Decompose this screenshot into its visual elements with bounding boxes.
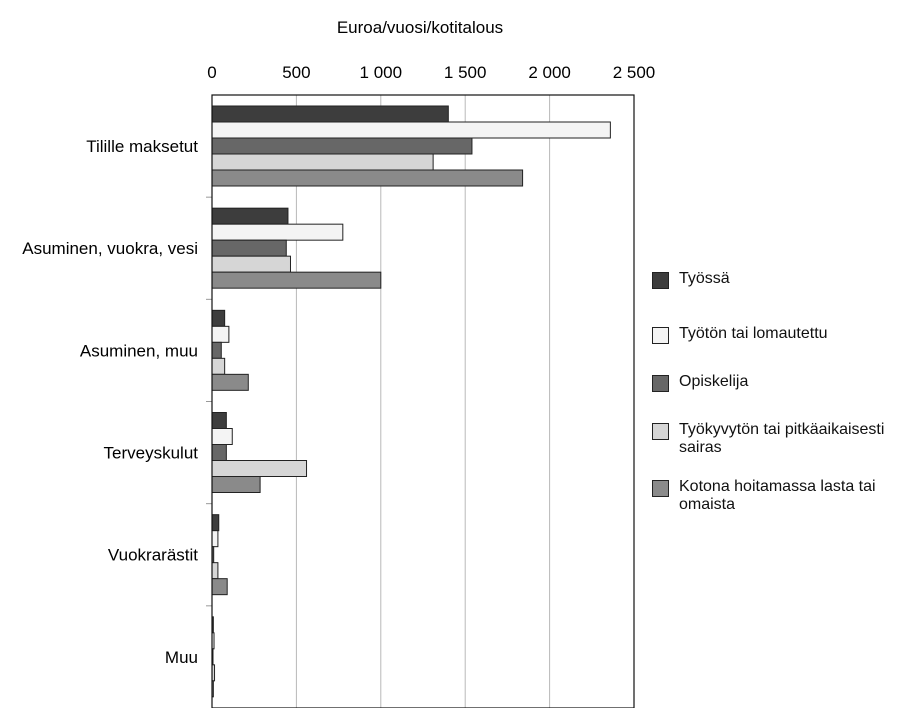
gridlines xyxy=(295,95,551,708)
bar xyxy=(211,341,222,359)
legend-label: Työkyvytön tai pitkäaikaisesti sairas xyxy=(679,421,885,456)
bar xyxy=(211,514,220,532)
legend-label: Kotona hoitamassa lasta tai omaista xyxy=(679,478,876,513)
x-tick-label: 2 500 xyxy=(613,63,656,82)
category-label: Muu xyxy=(165,648,198,667)
legend-item: Työkyvytön tai pitkäaikaisesti sairas xyxy=(652,421,923,457)
y-axis: Tilille maksetut Asuminen, vuokra, vesi As… xyxy=(22,137,212,667)
legend-label: Työtön tai lomautettu xyxy=(679,325,828,342)
legend-swatch xyxy=(652,327,669,344)
category-label: Asuminen, vuokra, vesi xyxy=(22,239,198,258)
category-label: Terveyskulut xyxy=(104,444,199,463)
legend-swatch xyxy=(652,480,669,497)
bar xyxy=(211,121,611,139)
x-tick-label: 500 xyxy=(282,63,310,82)
category-label: Vuokrarästit xyxy=(108,546,198,565)
bar xyxy=(211,562,219,580)
chart-title: Euroa/vuosi/kotitalous xyxy=(337,18,503,37)
bar xyxy=(211,239,287,257)
legend-swatch xyxy=(652,423,669,440)
bar xyxy=(211,223,344,241)
bar xyxy=(211,207,289,225)
bar xyxy=(211,137,473,155)
legend-label: Työssä xyxy=(679,270,730,287)
x-axis-ticks: 0 500 1 000 1 500 2 000 2 500 xyxy=(207,63,655,82)
bars xyxy=(211,105,611,698)
x-tick-label: 0 xyxy=(207,63,216,82)
legend-item: Opiskelija xyxy=(652,373,923,392)
bar xyxy=(211,476,261,493)
bar xyxy=(211,530,219,548)
legend-swatch xyxy=(652,375,669,392)
bar xyxy=(211,373,249,391)
bar xyxy=(211,255,291,273)
bar xyxy=(211,357,226,375)
bar xyxy=(211,169,524,187)
x-tick-label: 1 500 xyxy=(444,63,487,82)
bar xyxy=(211,412,227,429)
bar xyxy=(211,578,228,596)
legend-item: Kotona hoitamassa lasta tai omaista xyxy=(652,478,923,514)
plot-frame xyxy=(211,94,635,708)
bar xyxy=(211,271,382,289)
legend-swatch xyxy=(652,272,669,289)
bar xyxy=(211,325,230,343)
x-tick-label: 2 000 xyxy=(528,63,571,82)
bar xyxy=(211,428,233,445)
x-tick-label: 1 000 xyxy=(360,63,403,82)
bar xyxy=(211,105,449,123)
category-label: Asuminen, muu xyxy=(80,341,198,360)
legend-label: Opiskelija xyxy=(679,373,749,390)
bar xyxy=(211,460,308,477)
category-label: Tilille maksetut xyxy=(86,137,198,156)
bar xyxy=(211,444,227,461)
bar xyxy=(211,153,434,171)
legend-item: Työssä xyxy=(652,270,923,289)
bar xyxy=(211,309,226,327)
legend-item: Työtön tai lomautettu xyxy=(652,325,923,344)
